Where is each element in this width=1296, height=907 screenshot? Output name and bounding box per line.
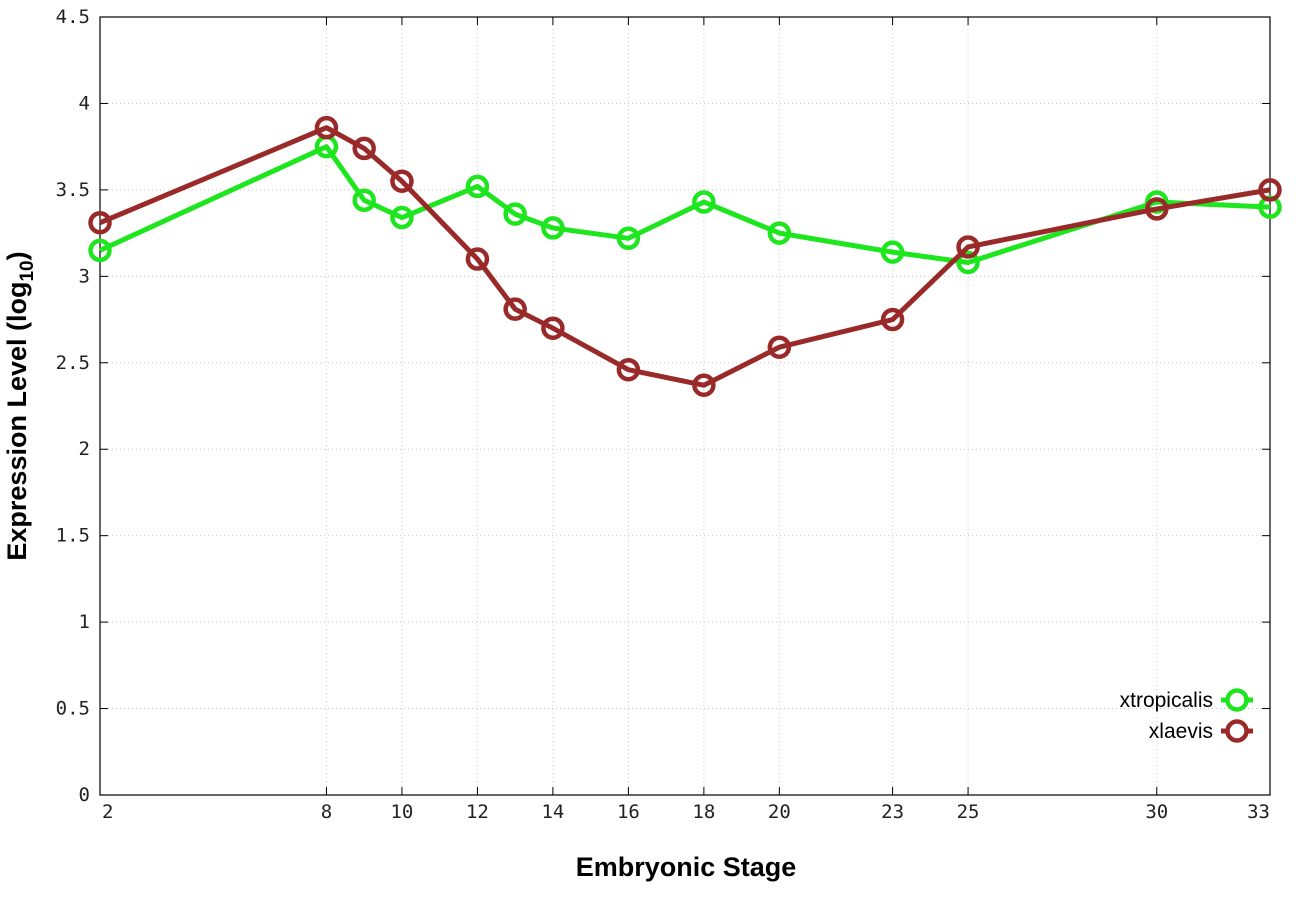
y-tick-label: 2: [79, 438, 90, 460]
data-point-xlaevis: [465, 247, 490, 271]
legend-marker-xtropicalis: [1225, 688, 1249, 712]
y-tick-label: 4.5: [56, 6, 90, 28]
data-point-xlaevis: [1145, 197, 1169, 221]
x-tick-label: 20: [768, 801, 791, 823]
axes: 0 0.5 1 1.5 2 2.5 3 3.5 4 4.5 2 8 10 12 14 16 18 20 23 25 30…: [56, 6, 1271, 823]
data-point-xlaevis: [503, 297, 527, 321]
x-tick-label: 30: [1145, 801, 1168, 823]
data-point-xlaevis: [541, 316, 565, 340]
legend-label-xtropicalis: xtropicalis: [1120, 689, 1213, 712]
x-tick-label: 12: [466, 801, 489, 823]
y-axis-title: Expression Level (log10): [2, 251, 38, 560]
data-point-xtropicalis: [767, 221, 792, 245]
legend-label-xlaevis: xlaevis: [1149, 720, 1213, 743]
data-point-xlaevis: [314, 115, 339, 140]
data-point-xtropicalis: [390, 205, 414, 230]
x-tick-label: 8: [321, 801, 332, 823]
data-point-xtropicalis: [956, 250, 980, 275]
x-tick-label: 10: [390, 801, 413, 823]
y-tick-label: 0: [79, 784, 90, 806]
y-tick-label: 2.5: [56, 352, 90, 374]
data-point-xlaevis: [956, 235, 980, 259]
legend-marker-xlaevis: [1225, 719, 1249, 743]
data-point-xtropicalis: [692, 190, 716, 214]
data-point-xlaevis: [767, 335, 792, 359]
plot-frame: [99, 16, 1271, 796]
data-point-xtropicalis: [541, 216, 565, 240]
data-point-xtropicalis: [465, 174, 490, 199]
data-point-xlaevis: [692, 373, 716, 398]
x-tick-label: 25: [957, 801, 980, 823]
y-tick-label: 3.5: [56, 179, 90, 201]
x-tick-label: 33: [1247, 801, 1270, 823]
grid: [100, 17, 1270, 795]
x-tick-label: 23: [881, 801, 904, 823]
series-line-xtropicalis: [98, 144, 1271, 266]
y-axis-title-main: Expression Level (log: [2, 282, 32, 561]
y-tick-label: 1.5: [56, 525, 90, 547]
data-point-xtropicalis: [1145, 190, 1169, 214]
y-tick-label: 3: [79, 265, 90, 287]
legend: xtropicalis xlaevis: [1120, 688, 1253, 743]
data-point-xtropicalis: [616, 226, 641, 251]
y-tick-label: 4: [79, 92, 90, 114]
data-point-xlaevis: [88, 210, 112, 235]
data-point-xlaevis: [390, 169, 414, 193]
x-tick-label: 16: [617, 801, 640, 823]
y-tick-label: 1: [79, 611, 90, 633]
data-point-xtropicalis: [352, 188, 376, 213]
x-tick-label: 2: [102, 801, 113, 823]
series: [88, 115, 1282, 398]
data-point-xlaevis: [880, 307, 905, 332]
y-axis-title-subscript: 10: [17, 260, 38, 281]
x-tick-label: 18: [692, 801, 715, 823]
y-axis-title-close: ): [2, 251, 32, 260]
data-point-xlaevis: [352, 136, 376, 161]
y-tick-label: 0.5: [56, 698, 90, 720]
data-point-xtropicalis: [503, 202, 527, 226]
series-xlaevis: [88, 115, 1282, 398]
data-point-xtropicalis: [880, 240, 905, 264]
x-tick-label: 14: [541, 801, 564, 823]
x-axis-title: Embryonic Stage: [576, 852, 797, 882]
data-point-xlaevis: [1258, 178, 1282, 202]
data-point-xtropicalis: [88, 238, 112, 263]
series-xtropicalis: [88, 134, 1282, 275]
data-point-xlaevis: [616, 357, 641, 382]
series-line-xlaevis: [99, 125, 1271, 388]
